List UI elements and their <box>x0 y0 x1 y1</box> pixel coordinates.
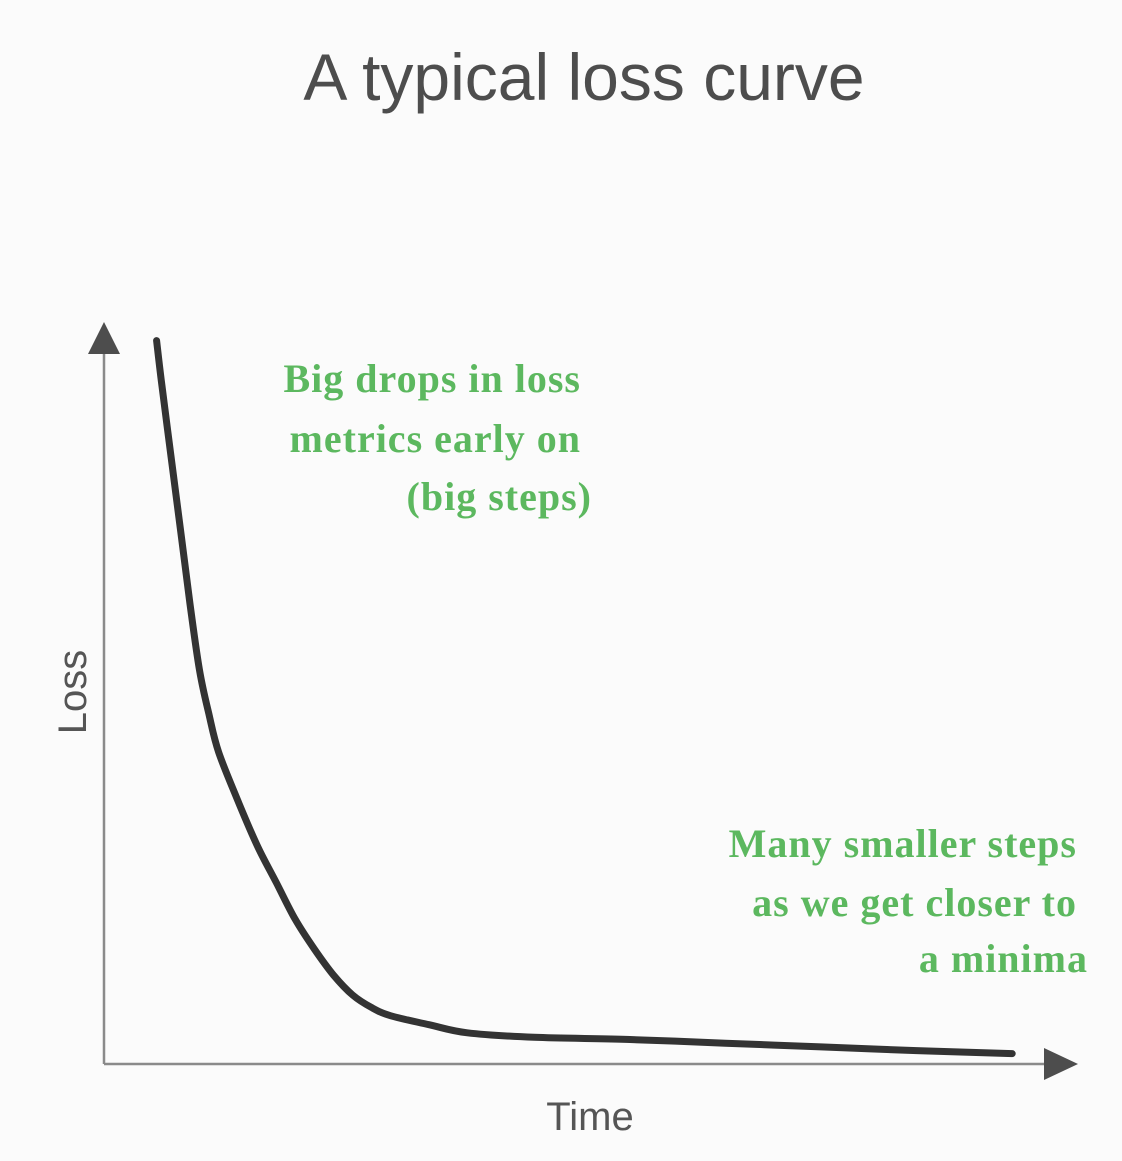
series-line-loss <box>153 337 1016 1058</box>
annotation-early-big-drops: Big drops in loss metrics early on (big … <box>284 356 593 519</box>
y-axis-label: Loss <box>51 650 95 735</box>
chart-title: A typical loss curve <box>303 40 864 114</box>
x-axis-arrowhead <box>1044 1048 1078 1080</box>
annotation-late-line: as we get closer to <box>752 880 1077 925</box>
x-axis-label: Time <box>546 1095 633 1139</box>
annotation-early-line: (big steps) <box>407 474 592 519</box>
y-axis-arrowhead <box>88 322 120 354</box>
annotation-late-line: Many smaller steps <box>729 821 1077 866</box>
annotation-early-line: Big drops in loss <box>284 356 582 401</box>
annotation-late-smaller-steps: Many smaller steps as we get closer to a… <box>729 821 1088 981</box>
annotation-early-line: metrics early on <box>290 416 581 461</box>
annotation-late-line: a minima <box>919 936 1088 981</box>
